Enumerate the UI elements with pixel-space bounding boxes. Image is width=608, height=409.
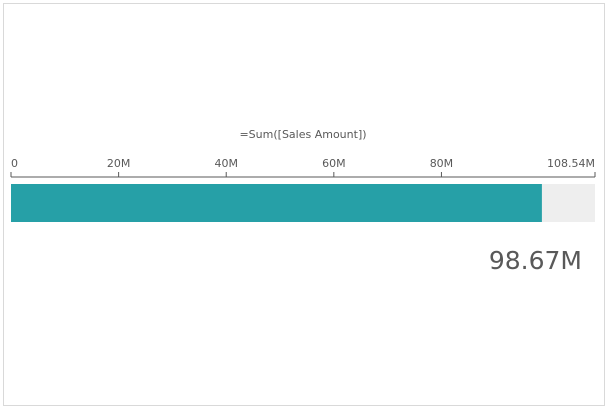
x-tick-label: 60M xyxy=(322,157,346,170)
x-tick-label: 108.54M xyxy=(547,157,595,170)
chart-title: =Sum([Sales Amount]) xyxy=(239,128,366,141)
gauge-bar xyxy=(11,184,542,222)
x-tick-label: 40M xyxy=(214,157,238,170)
value-label: 98.67M xyxy=(489,246,582,275)
x-tick-label: 0 xyxy=(11,157,18,170)
x-tick-label: 20M xyxy=(107,157,131,170)
frame xyxy=(3,3,605,406)
x-tick-label: 80M xyxy=(430,157,454,170)
